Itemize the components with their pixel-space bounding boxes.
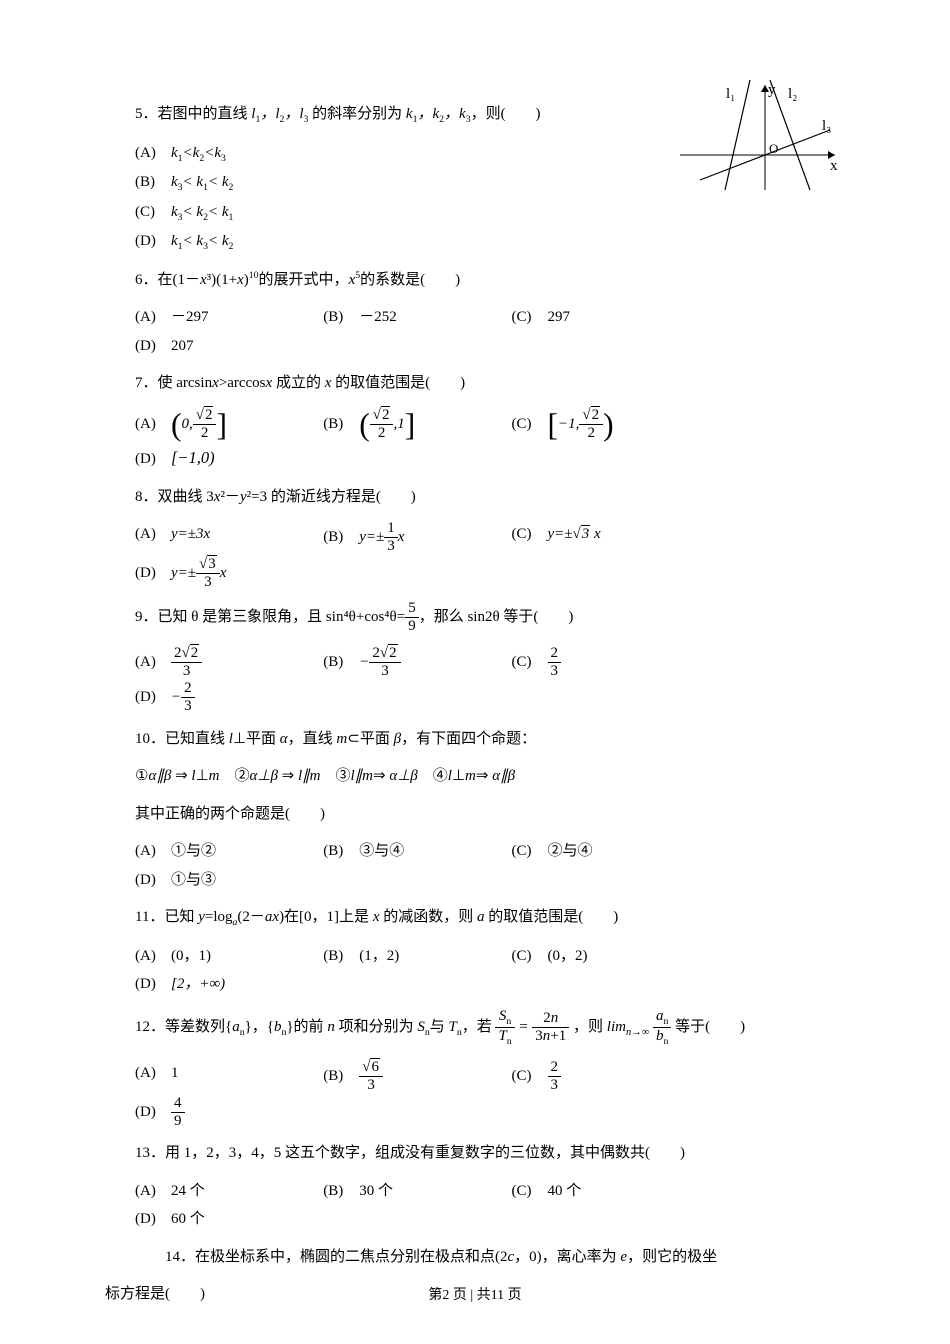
q10-line3: 其中正确的两个命题是( ) xyxy=(135,800,840,829)
page-body: 5．若图中的直线 l1，l2，l3 的斜率分别为 k1，k2，k3，则( ) y… xyxy=(0,0,950,1309)
q5-A-body: k1<k2<k3 xyxy=(171,145,226,161)
q5-lines: l1，l2，l3 xyxy=(251,106,308,122)
q12-choices: (A)1 (B)√63 (C)23 (D)49 xyxy=(135,1059,840,1130)
q7-B: (B)(√22,1] xyxy=(323,407,511,443)
q12-stem-post: 等于( ) xyxy=(675,1019,745,1035)
q6-choices: (A)－297 (B)－252 (C)297 (D)207 xyxy=(135,303,840,360)
q11-B: (B)(1，2) xyxy=(323,942,511,971)
q8-B: (B)y=±13x xyxy=(323,520,511,556)
q11-C: (C)(0，2) xyxy=(512,942,700,971)
q6-D: (D)207 xyxy=(135,332,323,361)
q12-ratio3: anbn xyxy=(653,1008,671,1047)
q11: 11．已知 y=loga(2－ax)在[0，1]上是 x 的减函数，则 a 的取… xyxy=(135,903,840,933)
q6-A: (A)－297 xyxy=(135,303,323,332)
page-footer: 第2 页 | 共11 页 xyxy=(0,1284,950,1304)
q10-A: (A)①与② xyxy=(135,837,323,866)
q12-A: (A)1 xyxy=(135,1059,323,1095)
q5-C: (C)k3< k2< k1 xyxy=(135,198,400,228)
q11-D: (D)[2，+∞) xyxy=(135,970,323,999)
q10-choices: (A)①与② (B)③与④ (C)②与④ (D)①与③ xyxy=(135,837,840,894)
q7: 7．使 arcsinx>arccosx 成立的 x 的取值范围是( ) xyxy=(135,369,840,398)
q13-C: (C)40 个 xyxy=(512,1177,700,1206)
q10-stem2: ①α∥β ⇒ l⊥m ②α⊥β ⇒ l∥m ③l∥m⇒ α⊥β ④l⊥m⇒ α∥… xyxy=(135,768,515,784)
q5-C-body: k3< k2< k1 xyxy=(171,204,233,220)
svg-text:O: O xyxy=(769,141,778,156)
q5-B-body: k3< k1< k2 xyxy=(171,174,233,190)
q7-stem: 7．使 arcsinx>arccosx 成立的 x 的取值范围是( ) xyxy=(135,375,465,391)
q11-stem: 11．已知 y=loga(2－ax)在[0，1]上是 x 的减函数，则 a 的取… xyxy=(135,909,618,925)
q5-D: (D)k1< k3< k2 xyxy=(135,227,400,257)
q5-stem-mid: 的斜率分别为 xyxy=(308,106,406,122)
q12-ratio2: 2n3n+1 xyxy=(532,1010,569,1046)
svg-text:l₂: l₂ xyxy=(788,86,797,102)
q12: 12．等差数列{an}，{bn}的前 n 项和分别为 Sn与 Tn，若 SnTn… xyxy=(135,1008,840,1047)
q9-stem-post: ，那么 sin2θ 等于( ) xyxy=(419,609,574,625)
q7-D: (D)[−1,0) xyxy=(135,442,323,474)
q9: 9．已知 θ 是第三象限角，且 sin⁴θ+cos⁴θ=59，那么 sin2θ … xyxy=(135,600,840,636)
q14-line1: 14．在极坐标系中，椭圆的二焦点分别在极点和点(2c，0)，离心率为 e，则它的… xyxy=(105,1243,840,1272)
q6-stem: 6．在(1－x³)(1+x)10的展开式中，x5的系数是( ) xyxy=(135,272,460,288)
q7-A: (A)(0,√22] xyxy=(135,407,323,443)
q9-stem-pre: 9．已知 θ 是第三象限角，且 sin⁴θ+cos⁴θ= xyxy=(135,609,405,625)
q12-limit: limn→∞ xyxy=(607,1019,649,1035)
q14-stem1: 14．在极坐标系中，椭圆的二焦点分别在极点和点(2c，0)，离心率为 e，则它的… xyxy=(135,1249,717,1265)
q8-C: (C)y=±√3 x xyxy=(512,520,700,556)
q12-stem-mid: ，则 xyxy=(573,1019,603,1035)
q10-line2: ①α∥β ⇒ l⊥m ②α⊥β ⇒ l∥m ③l∥m⇒ α⊥β ④l⊥m⇒ α∥… xyxy=(135,762,840,791)
q13-choices: (A)24 个 (B)30 个 (C)40 个 (D)60 个 xyxy=(135,1177,840,1234)
q12-D: (D)49 xyxy=(135,1095,323,1131)
q9-C: (C)23 xyxy=(512,645,700,681)
q8-A: (A)y=±3x xyxy=(135,520,323,556)
q13: 13．用 1，2，3，4，5 这五个数字，组成没有重复数字的三位数，其中偶数共(… xyxy=(135,1139,840,1168)
q9-choices: (A)2√23 (B)−2√23 (C)23 (D)−23 xyxy=(135,645,840,716)
q12-stem-pre: 12．等差数列{an}，{bn}的前 n 项和分别为 Sn与 Tn，若 xyxy=(135,1019,492,1035)
q8-D: (D)y=±√33x xyxy=(135,556,323,592)
q9-A: (A)2√23 xyxy=(135,645,323,681)
q7-C: (C)[−1,√22) xyxy=(512,407,700,443)
q8-stem: 8．双曲线 3x²－y²=3 的渐近线方程是( ) xyxy=(135,489,416,505)
q7-choices: (A)(0,√22] (B)(√22,1] (C)[−1,√22) (D)[−1… xyxy=(135,407,840,474)
q5-figure: y x O l₁ l₂ l₃ xyxy=(670,80,840,200)
q12-ratio1: SnTn xyxy=(495,1008,514,1047)
q9-D: (D)−23 xyxy=(135,680,323,716)
q8: 8．双曲线 3x²－y²=3 的渐近线方程是( ) xyxy=(135,483,840,512)
q10-C: (C)②与④ xyxy=(512,837,700,866)
q5-slopes: k1，k2，k3 xyxy=(406,106,471,122)
q11-A: (A)(0，1) xyxy=(135,942,323,971)
q5-stem-pre: 5．若图中的直线 xyxy=(135,106,251,122)
q9-frac: 59 xyxy=(405,600,419,636)
q6-C: (C)297 xyxy=(512,303,700,332)
q5-D-body: k1< k3< k2 xyxy=(171,233,233,249)
q13-D: (D)60 个 xyxy=(135,1205,323,1234)
q12-B: (B)√63 xyxy=(323,1059,511,1095)
q12-C: (C)23 xyxy=(512,1059,700,1095)
q10-B: (B)③与④ xyxy=(323,837,511,866)
q6: 6．在(1－x³)(1+x)10的展开式中，x5的系数是( ) xyxy=(135,266,840,295)
q5-A: (A)k1<k2<k3 xyxy=(135,139,400,169)
q5-B: (B)k3< k1< k2 xyxy=(135,168,400,198)
svg-text:y: y xyxy=(768,82,776,98)
q5-stem-post: ，则( ) xyxy=(471,106,541,122)
q11-choices: (A)(0，1) (B)(1，2) (C)(0，2) (D)[2，+∞) xyxy=(135,942,840,999)
svg-text:x: x xyxy=(830,158,838,174)
q9-B: (B)−2√23 xyxy=(323,645,511,681)
q5: 5．若图中的直线 l1，l2，l3 的斜率分别为 k1，k2，k3，则( ) y… xyxy=(135,100,840,130)
q6-B: (B)－252 xyxy=(323,303,511,332)
svg-text:l₁: l₁ xyxy=(726,86,735,102)
q10-D: (D)①与③ xyxy=(135,866,323,895)
q10-stem1: 10．已知直线 l⊥平面 α，直线 m⊂平面 β，有下面四个命题： xyxy=(135,731,536,747)
svg-text:l₃: l₃ xyxy=(822,118,831,134)
q13-A: (A)24 个 xyxy=(135,1177,323,1206)
q8-choices: (A)y=±3x (B)y=±13x (C)y=±√3 x (D)y=±√33x xyxy=(135,520,840,591)
q13-B: (B)30 个 xyxy=(323,1177,511,1206)
q10-line1: 10．已知直线 l⊥平面 α，直线 m⊂平面 β，有下面四个命题： xyxy=(135,725,840,754)
